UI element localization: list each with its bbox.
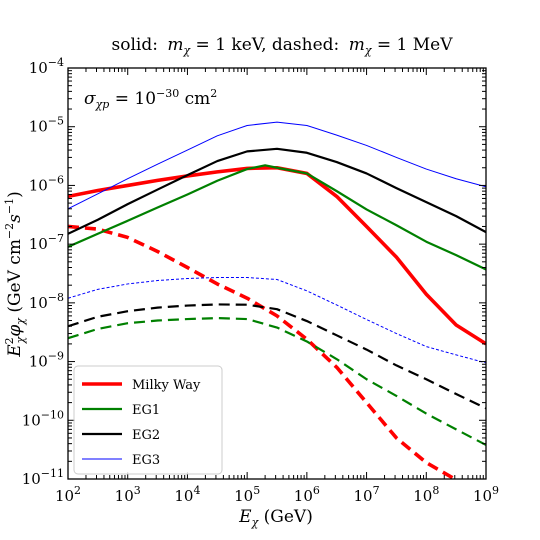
x-tick-label: 108 <box>413 484 439 505</box>
title-solid-word: solid: <box>112 35 158 55</box>
x-tick-label: 103 <box>115 484 141 505</box>
ylabel-sub: χ <box>14 335 27 344</box>
title-solid-symbol: m <box>167 35 183 55</box>
title-dashed-value: = 1 MeV <box>371 35 453 55</box>
series-line-eg2-dashed <box>68 303 486 410</box>
series-line-eg3-dotted <box>68 277 486 364</box>
title-solid-value: = 1 keV, <box>190 35 272 55</box>
annotation-exp: −30 <box>156 87 179 100</box>
annotation-symbol: σ <box>84 89 96 109</box>
y-axis-label: E2χφχ (GeV cm−2s−1) <box>3 191 27 357</box>
legend-label-eg1: EG1 <box>132 403 160 418</box>
sigma-annotation: σχp = 10−30 cm2 <box>84 87 217 111</box>
legend-items: Milky Way EG1 EG2 EG3 <box>82 378 201 468</box>
title-dashed-symbol: m <box>349 35 365 55</box>
series-line-eg2-solid <box>68 147 486 235</box>
y-tick-label: 10−8 <box>29 291 64 312</box>
annotation-eq: = 10 <box>109 89 156 109</box>
legend-label-eg3: EG3 <box>132 453 160 468</box>
ticks-layer: 102 103 104 105 106 107 108 109 10−11 10−10 10−9 10… <box>22 56 499 505</box>
plot-frame <box>67 67 487 480</box>
legend: Milky Way EG1 EG2 EG3 <box>73 365 223 475</box>
ylabel-paren: (GeV cm <box>5 239 25 318</box>
ylabel-symbol: E <box>5 344 25 358</box>
ylabel-phi: φ <box>5 325 25 337</box>
title-solid-sub: χ <box>182 44 191 57</box>
x-tick-label: 102 <box>55 484 81 505</box>
series-line-eg1-dashed <box>68 317 486 446</box>
series-line-eg1-solid <box>68 164 486 271</box>
annotation-unit-exp: 2 <box>210 87 217 100</box>
ylabel-s: s <box>5 214 25 223</box>
x-tick-label: 104 <box>174 484 200 505</box>
ylabel-exp1: −2 <box>3 223 16 239</box>
x-tick-label: 107 <box>354 484 380 505</box>
plot-area: 102 103 104 105 106 107 108 109 10−11 10−10 10−9 10… <box>22 56 499 505</box>
series-line-eg3-solid <box>68 121 486 210</box>
legend-label-eg2: EG2 <box>132 428 160 443</box>
xlabel-symbol: E <box>238 507 252 527</box>
series-layer <box>68 121 486 479</box>
y-tick-label: 10−6 <box>29 173 64 194</box>
legend-label-milky-way: Milky Way <box>132 378 201 393</box>
y-tick-label: 10−9 <box>29 350 64 371</box>
y-tick-label: 10−7 <box>29 232 64 253</box>
ylabel-close: ) <box>5 191 25 198</box>
ylabel-phi-sub: χ <box>14 317 27 326</box>
y-tick-label: 10−10 <box>22 408 64 429</box>
annotation-sub: χp <box>95 98 110 111</box>
xlabel-rest: (GeV) <box>258 507 313 527</box>
title-dashed-sub: χ <box>364 44 373 57</box>
xlabel-sub: χ <box>251 516 260 529</box>
x-tick-label: 105 <box>234 484 260 505</box>
legend-box <box>73 365 223 475</box>
ylabel-exp2: −1 <box>3 198 16 214</box>
y-tick-label: 10−4 <box>29 56 64 77</box>
annotation-unit: cm <box>179 89 210 109</box>
x-tick-label: 109 <box>473 484 499 505</box>
y-tick-label: 10−11 <box>22 467 64 488</box>
ylabel-sup: 2 <box>3 337 16 344</box>
chart-title: solid: mχ = 1 keV, dashed: mχ = 1 MeV <box>112 35 454 57</box>
y-tick-label: 10−5 <box>29 115 64 136</box>
x-axis-label: Eχ (GeV) <box>238 507 313 529</box>
title-dashed-word: dashed: <box>272 35 339 55</box>
x-tick-label: 106 <box>294 484 320 505</box>
